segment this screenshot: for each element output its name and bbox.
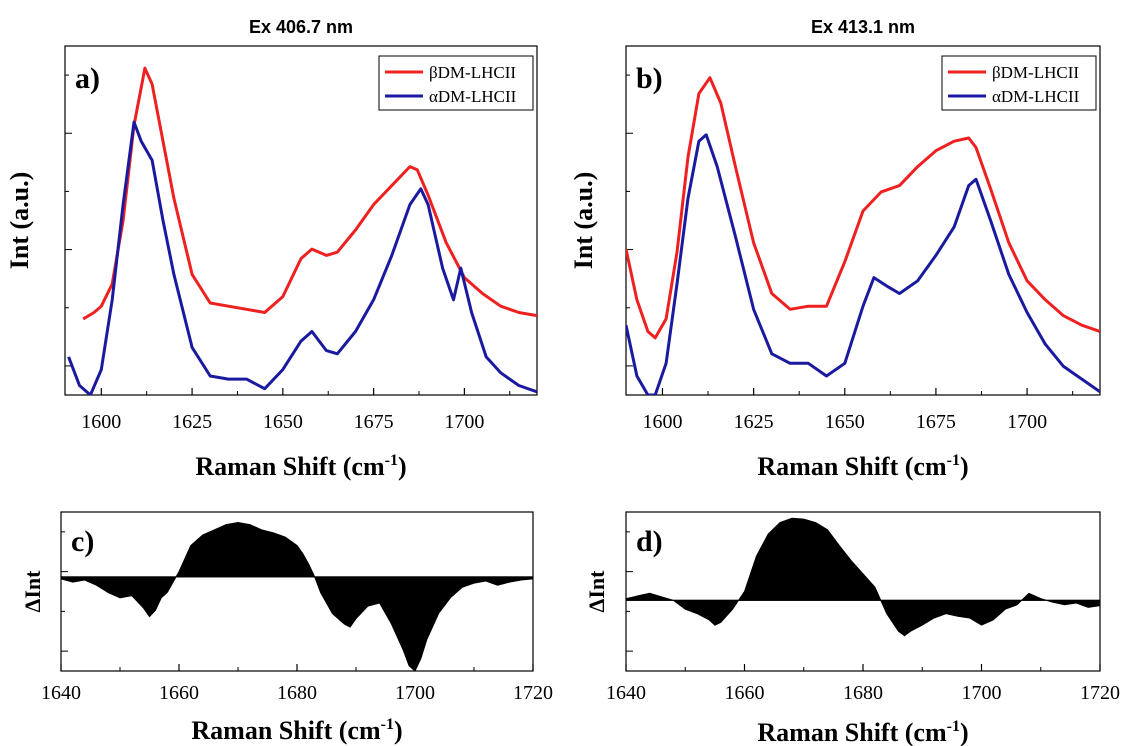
x-tick-label: 1640 (606, 682, 646, 704)
x-tick-label: 1650 (263, 411, 303, 433)
x-tick-label: 1720 (1080, 682, 1120, 704)
legend-label: αDM-LHCII (429, 87, 517, 106)
x-tick-label: 1660 (725, 682, 765, 704)
y-axis-label: ΔInt (20, 570, 45, 613)
x-tick-label: 1600 (642, 411, 682, 433)
x-axis-label: Raman Shift (cm-1) (757, 718, 968, 746)
legend-box (941, 55, 1097, 111)
plot-frame (64, 45, 538, 396)
x-tick-label: 1680 (843, 682, 883, 704)
panel-d: 1640 1660 1680 1700 1720 Raman Shift (cm-1) ΔI… (584, 511, 1120, 746)
legend: βDM-LHCII αDM-LHCII (378, 55, 534, 111)
x-tick-label: 1700 (444, 411, 484, 433)
plot-area (67, 66, 537, 395)
legend-label: βDM-LHCII (992, 63, 1079, 82)
x-tick-label: 1700 (962, 682, 1002, 704)
x-tick-label: 1625 (734, 411, 774, 433)
panel-label: c) (71, 525, 94, 558)
x-axis-label: Raman Shift (cm-1) (757, 452, 968, 481)
panel-a: Ex 406.7 nm 1600 1625 1650 1675 1700 Raman Shi… (5, 17, 538, 481)
series-line-beta (626, 76, 1100, 340)
y-axis-label: Int (a.u.) (569, 172, 598, 270)
x-tick-label: 1700 (395, 682, 435, 704)
panel-label: b) (636, 62, 663, 95)
x-tick-label: 1675 (916, 411, 956, 433)
legend-label: βDM-LHCII (429, 63, 516, 82)
x-tick-label: 1650 (825, 411, 865, 433)
legend: βDM-LHCII αDM-LHCII (941, 55, 1097, 111)
x-tick-label: 1675 (354, 411, 394, 433)
panel-title: Ex 413.1 nm (811, 17, 915, 37)
panel-title: Ex 406.7 nm (249, 17, 353, 37)
plot-area (626, 76, 1100, 395)
series-line-alpha (626, 133, 1100, 395)
y-axis-label: Int (a.u.) (5, 172, 34, 270)
legend-box (378, 55, 534, 111)
x-axis-label: Raman Shift (cm-1) (195, 452, 406, 481)
x-tick-label: 1640 (41, 682, 81, 704)
series-line-alpha (67, 120, 537, 395)
panel-label: a) (75, 62, 100, 95)
difference-area (626, 517, 1100, 637)
plot-area (61, 521, 533, 671)
panel-label: d) (636, 525, 663, 558)
plot-area (626, 517, 1100, 637)
series-line-beta (82, 66, 537, 321)
panel-b: Ex 413.1 nm 1600 1625 1650 1675 1700 Raman Shi… (569, 17, 1101, 481)
x-tick-label: 1680 (277, 682, 317, 704)
legend-label: αDM-LHCII (992, 87, 1080, 106)
difference-area (61, 521, 533, 671)
x-axis-label: Raman Shift (cm-1) (191, 716, 402, 745)
x-tick-label: 1700 (1007, 411, 1047, 433)
x-tick-label: 1720 (513, 682, 553, 704)
x-tick-label: 1660 (159, 682, 199, 704)
y-axis-label: ΔInt (584, 570, 609, 613)
plot-frame (625, 45, 1101, 396)
x-tick-label: 1625 (172, 411, 212, 433)
panel-c: 1640 1660 1680 1700 1720 Raman Shift (cm-1) ΔI… (20, 511, 553, 745)
x-tick-label: 1600 (81, 411, 121, 433)
